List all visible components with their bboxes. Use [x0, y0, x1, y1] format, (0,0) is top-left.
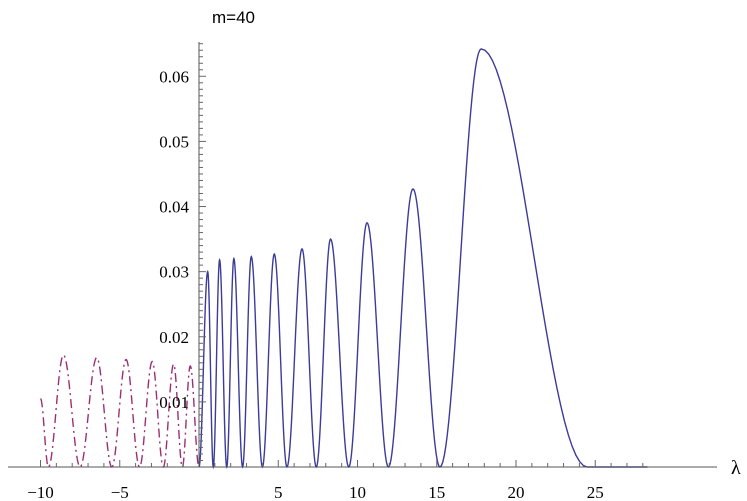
x-tick-label: −10	[27, 483, 54, 501]
series-line-1	[198, 48, 648, 470]
y-tick-label: 0.03	[159, 263, 189, 282]
x-tick-label: 10	[349, 483, 366, 501]
x-tick-label: 5	[274, 483, 283, 501]
series-line-2	[40, 354, 200, 469]
x-tick-label: 25	[587, 483, 604, 501]
x-tick-label: 15	[428, 483, 445, 501]
axes-layer	[8, 42, 717, 468]
y-tick-label: 0.05	[159, 132, 189, 151]
x-axis-title: λ	[731, 457, 741, 479]
x-tick-label: −5	[111, 483, 129, 501]
y-tick-label: 0.06	[159, 67, 189, 86]
plot-title: m=40	[212, 8, 255, 27]
y-tick-label: 0.01	[159, 393, 189, 412]
y-tick-label: 0.04	[159, 198, 189, 217]
x-tick-label: 20	[508, 483, 525, 501]
ticks-layer: −10 −5 5 10 15 20 25 0.01 0.02 0.03 0.04 0.05 0.06	[27, 43, 644, 501]
series-layer	[40, 48, 648, 470]
y-tick-label: 0.02	[159, 328, 189, 347]
